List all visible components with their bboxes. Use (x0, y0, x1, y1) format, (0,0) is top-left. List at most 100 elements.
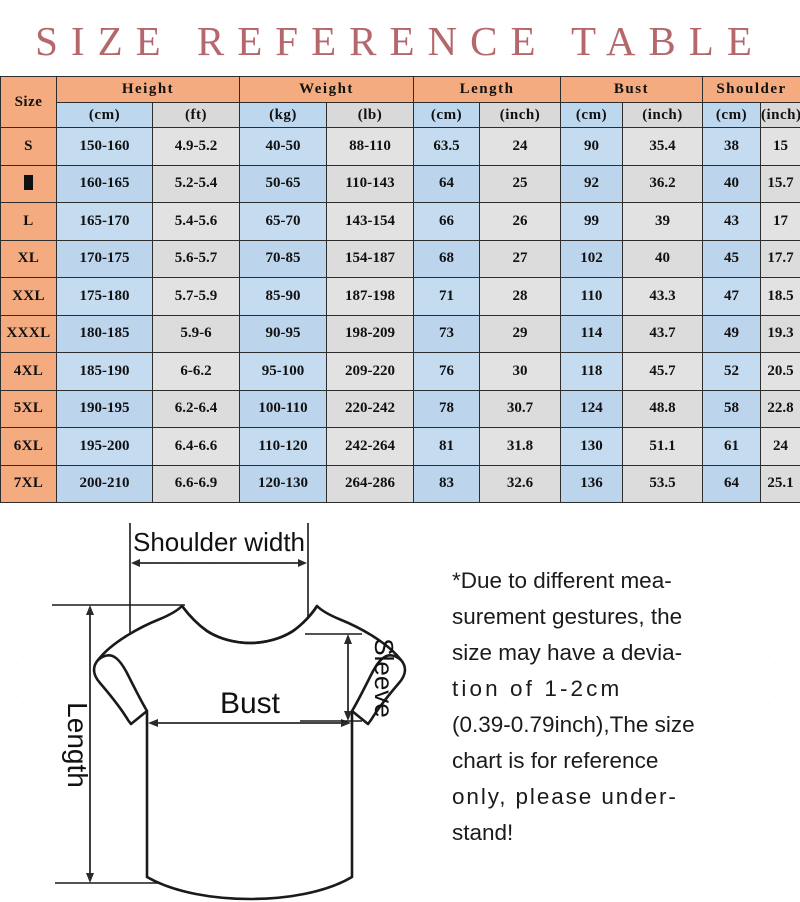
cell-bust-in: 51.1 (622, 427, 703, 466)
cell-length-in: 32.6 (479, 464, 561, 503)
shoulder-width-label: Shoulder width (133, 527, 305, 557)
cell-shoulder-cm: 45 (702, 239, 761, 278)
cell-bust-in: 36.2 (622, 164, 703, 203)
cell-height-cm: 170-175 (56, 239, 153, 278)
cell-length-cm: 73 (413, 314, 480, 353)
length-label: Length (62, 702, 93, 788)
cell-height-cm: 175-180 (56, 277, 153, 316)
cell-shoulder-cm: 38 (702, 127, 761, 166)
cell-weight-kg: 95-100 (239, 352, 327, 391)
cell-shoulder-cm: 64 (702, 464, 761, 503)
table-row: 6XL 195-200 6.4-6.6 110-120 242-264 81 31.8 130… (0, 427, 800, 466)
cell-bust-in: 39 (622, 202, 703, 241)
unit-header-row: (cm) (ft) (kg) (lb) (cm) (inch) (cm) (in… (1, 102, 800, 128)
size-chart-table: Size Height Weight Length Bust Shoulder … (0, 76, 800, 503)
cell-length-cm: 81 (413, 427, 480, 466)
cell-shoulder-in: 18.5 (759, 277, 800, 316)
cell-height-ft: 5.6-5.7 (152, 239, 240, 278)
cell-height-cm: 150-160 (56, 127, 153, 166)
cell-bust-cm: 130 (560, 427, 623, 466)
unit-shoulder-inch: (inch) (759, 102, 800, 128)
cell-height-ft: 5.9-6 (152, 314, 240, 353)
cell-height-cm: 160-165 (56, 164, 153, 203)
cell-weight-kg: 50-65 (239, 164, 327, 203)
col-group-bust: Bust (560, 76, 703, 103)
cell-height-ft: 5.2-5.4 (152, 164, 240, 203)
cell-shoulder-in: 20.5 (759, 352, 800, 391)
cell-weight-kg: 120-130 (239, 464, 327, 503)
group-header-row: Size Height Weight Length Bust Shoulder (0, 76, 800, 128)
shoulder-arrowhead-left (131, 559, 140, 567)
cell-length-in: 27 (479, 239, 561, 278)
note-line-8: stand! (452, 820, 514, 845)
unit-bust-cm: (cm) (560, 102, 623, 128)
length-arrowhead-bottom (86, 873, 94, 883)
tshirt-measurement-diagram: Shoulder width Bust Sleeve Length (52, 523, 407, 901)
cell-weight-kg: 110-120 (239, 427, 327, 466)
cell-height-cm: 185-190 (56, 352, 153, 391)
cell-height-cm: 165-170 (56, 202, 153, 241)
cell-weight-kg: 100-110 (239, 389, 327, 428)
table-head: Size Height Weight Length Bust Shoulder … (0, 76, 800, 128)
cell-length-cm: 78 (413, 389, 480, 428)
unit-height-cm: (cm) (56, 102, 153, 128)
cell-weight-kg: 90-95 (239, 314, 327, 353)
cell-length-cm: 83 (413, 464, 480, 503)
cell-length-in: 25 (479, 164, 561, 203)
cell-bust-in: 53.5 (622, 464, 703, 503)
size-cell-m (0, 164, 57, 203)
cell-length-in: 31.8 (479, 427, 561, 466)
cell-weight-kg: 40-50 (239, 127, 327, 166)
garment-diagram-area: Shoulder width Bust Sleeve Length *Due t… (0, 515, 800, 902)
length-arrowhead-top (86, 605, 94, 615)
cell-weight-lb: 143-154 (326, 202, 414, 241)
cell-weight-lb: 198-209 (326, 314, 414, 353)
cell-height-cm: 195-200 (56, 427, 153, 466)
missing-glyph-icon (24, 174, 33, 190)
col-header-size: Size (0, 76, 57, 128)
cell-bust-in: 40 (622, 239, 703, 278)
cell-weight-lb: 154-187 (326, 239, 414, 278)
table-row: 7XL 200-210 6.6-6.9 120-130 264-286 83 32.6 136… (0, 464, 800, 503)
sleeve-arrowhead-bottom (344, 711, 352, 721)
size-cell-xl: XL (0, 239, 57, 278)
cell-shoulder-in: 24 (759, 427, 800, 466)
cell-length-in: 26 (479, 202, 561, 241)
cell-shoulder-in: 25.1 (759, 464, 800, 503)
cell-shoulder-cm: 43 (702, 202, 761, 241)
cell-weight-lb: 264-286 (326, 464, 414, 503)
unit-weight-lb: (lb) (326, 102, 414, 128)
cell-length-cm: 63.5 (413, 127, 480, 166)
cell-bust-cm: 136 (560, 464, 623, 503)
cell-shoulder-cm: 40 (702, 164, 761, 203)
cell-weight-lb: 220-242 (326, 389, 414, 428)
unit-bust-inch: (inch) (622, 102, 703, 128)
cell-bust-in: 48.8 (622, 389, 703, 428)
cell-height-ft: 6.2-6.4 (152, 389, 240, 428)
cell-length-in: 30.7 (479, 389, 561, 428)
size-cell-7xl: 7XL (0, 464, 57, 503)
cell-bust-cm: 114 (560, 314, 623, 353)
cell-length-cm: 66 (413, 202, 480, 241)
table-row: 160-165 5.2-5.4 50-65 110-143 64 25 92 36.2 40 15… (0, 164, 800, 203)
cell-bust-cm: 110 (560, 277, 623, 316)
cell-shoulder-in: 22.8 (759, 389, 800, 428)
size-cell-s: S (0, 127, 57, 166)
size-cell-6xl: 6XL (0, 427, 57, 466)
cell-length-cm: 71 (413, 277, 480, 316)
cell-length-cm: 76 (413, 352, 480, 391)
cell-bust-cm: 118 (560, 352, 623, 391)
cell-bust-in: 45.7 (622, 352, 703, 391)
cell-shoulder-cm: 47 (702, 277, 761, 316)
cell-shoulder-cm: 49 (702, 314, 761, 353)
unit-shoulder-cm: (cm) (702, 102, 761, 128)
cell-weight-lb: 187-198 (326, 277, 414, 316)
cell-weight-lb: 209-220 (326, 352, 414, 391)
col-group-height: Height (56, 76, 240, 103)
cell-length-cm: 68 (413, 239, 480, 278)
cell-shoulder-cm: 52 (702, 352, 761, 391)
tshirt-body-outline (92, 604, 407, 901)
cell-length-in: 24 (479, 127, 561, 166)
sleeve-seam-left (97, 654, 149, 712)
